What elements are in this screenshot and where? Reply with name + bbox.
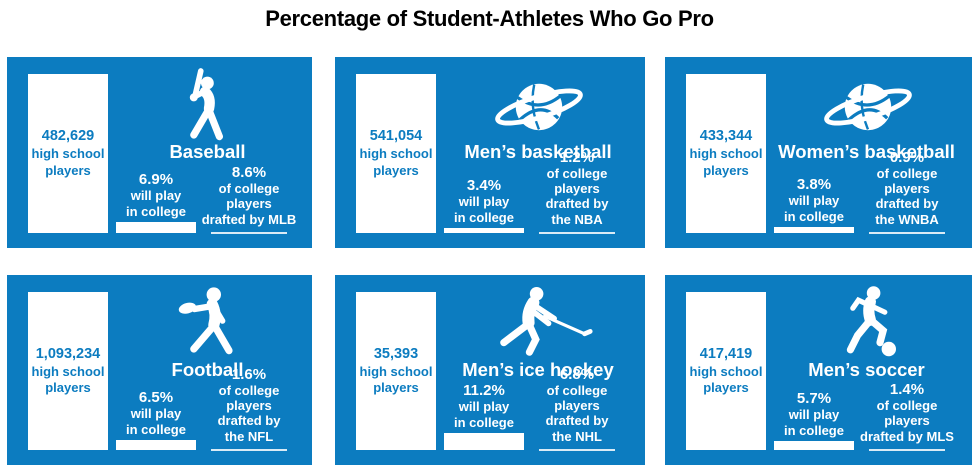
draft-percent-line [869, 232, 945, 234]
draft-percent-line [211, 232, 287, 234]
sport-title: Women’s basketball [778, 141, 955, 162]
sport-title: Baseball [169, 141, 246, 162]
high-school-players-bar: 35,393 high school players [356, 292, 436, 450]
college-percent-bar [774, 227, 854, 233]
page-title: Percentage of Student-Athletes Who Go Pr… [265, 6, 714, 31]
college-percent-bar [444, 228, 524, 233]
players-count: 541,054 [369, 128, 423, 145]
players-label: players [45, 162, 91, 178]
college-stat-block: 3.4% will play in college [438, 177, 530, 233]
college-percent-bar [116, 440, 196, 450]
draft-stat-block: 1.2% of college players drafted by the N… [523, 149, 631, 234]
high-school-players-bar: 417,419 high school players [686, 292, 766, 450]
panel-mens-ice-hockey: 35,393 high school players Men’s ice hoc… [335, 275, 645, 465]
high-school-players-bar: 541,054 high school players [356, 74, 436, 233]
college-percent: 6.9% [138, 171, 174, 189]
draft-percent-line [869, 449, 945, 451]
draft-percent: 1.2% [559, 148, 595, 166]
draft-stat-block: 6.8% of college players drafted by the N… [523, 366, 631, 451]
college-stat-block: 3.8% will play in college [768, 176, 860, 233]
draft-stat-block: 1.4% of college players drafted by MLS [853, 381, 961, 451]
college-percent-bar [774, 441, 854, 450]
college-percent-bar [444, 433, 524, 450]
draft-percent-line [211, 449, 287, 451]
panel-mens-basketball: 541,054 high school players Men’s basket… [335, 57, 645, 248]
basketball-icon [767, 63, 968, 151]
college-percent: 3.8% [796, 176, 832, 194]
college-stat-block: 6.5% will play in college [110, 389, 202, 450]
draft-stat-block: 1.6% of college players drafted by the N… [195, 366, 303, 451]
college-percent: 3.4% [466, 177, 502, 195]
panel-mens-soccer: 417,419 high school players Men’s soccer… [665, 275, 972, 465]
draft-stat-block: 0.9% of college players drafted by the W… [853, 149, 961, 234]
players-count: 417,419 [699, 345, 753, 362]
players-label: high school [31, 146, 105, 162]
college-percent-bar [116, 222, 196, 233]
college-stat-block: 11.2% will play in college [438, 382, 530, 450]
draft-percent: 1.6% [231, 365, 267, 383]
high-school-players-bar: 433,344 high school players [686, 74, 766, 233]
sport-title: Men’s soccer [808, 359, 925, 380]
draft-percent: 8.6% [231, 164, 267, 182]
draft-percent-line [539, 449, 615, 451]
sport-title: Men’s ice hockey [462, 359, 614, 380]
draft-stat-block: 8.6% of college players drafted by MLB [195, 164, 303, 234]
draft-percent: 6.8% [559, 365, 595, 383]
panel-womens-basketball: 433,344 high school players Women’s bask… [665, 57, 972, 248]
hockey-player-icon [437, 281, 641, 369]
baseball-batter-icon [109, 63, 308, 151]
college-percent: 6.5% [138, 389, 174, 407]
college-percent: 5.7% [796, 390, 832, 408]
college-stat-block: 5.7% will play in college [768, 390, 860, 450]
high-school-players-bar: 482,629 high school players [28, 74, 108, 233]
draft-percent: 0.9% [889, 148, 925, 166]
basketball-icon [437, 63, 641, 151]
panel-baseball: 482,629 high school players Baseball 6.9… [7, 57, 312, 248]
high-school-players-bar: 1,093,234 high school players [28, 292, 108, 450]
soccer-player-icon [767, 281, 968, 369]
panel-football: 1,093,234 high school players Football 6… [7, 275, 312, 465]
players-count: 433,344 [699, 128, 753, 145]
players-count: 1,093,234 [35, 345, 101, 362]
sport-title: Men’s basketball [464, 141, 612, 162]
players-count: 482,629 [41, 128, 95, 145]
college-stat-block: 6.9% will play in college [110, 171, 202, 233]
draft-percent: 1.4% [889, 381, 925, 399]
football-player-icon [109, 281, 308, 369]
sport-title: Football [171, 359, 244, 380]
draft-percent-line [539, 232, 615, 234]
players-count: 35,393 [373, 345, 419, 362]
college-percent: 11.2% [463, 382, 505, 400]
